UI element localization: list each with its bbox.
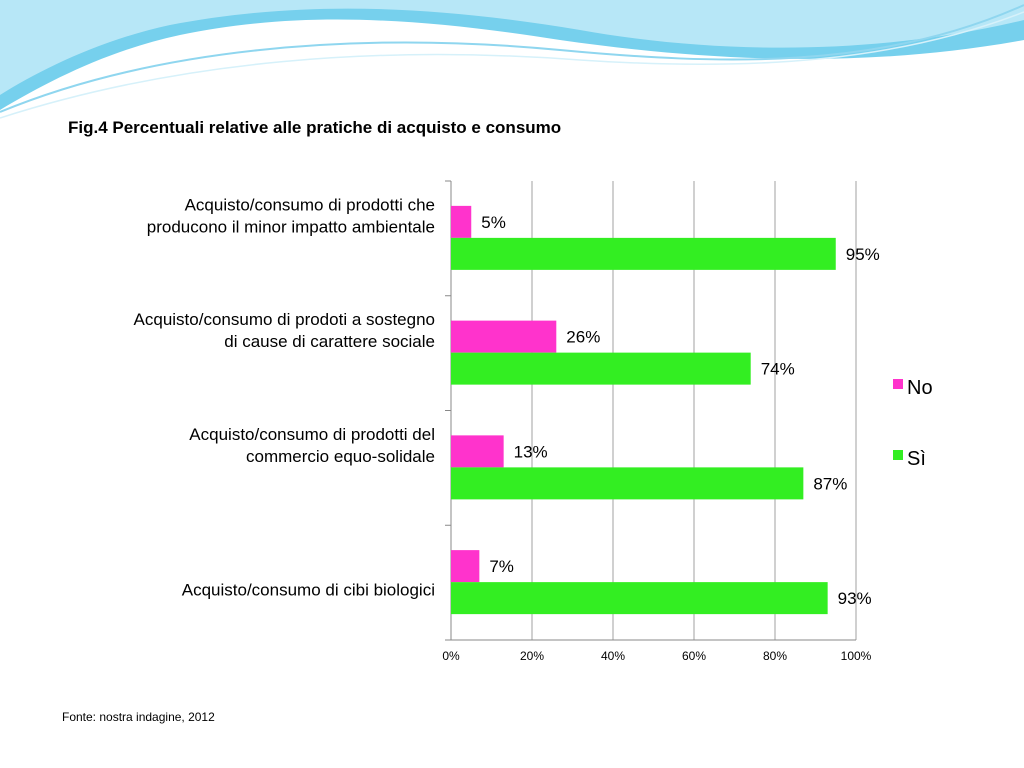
x-tick-label: 80% <box>763 649 787 663</box>
x-tick-label: 20% <box>520 649 544 663</box>
bar-si <box>451 582 828 615</box>
x-tick-label: 100% <box>841 649 872 663</box>
x-tick-label: 0% <box>442 649 460 663</box>
x-tick-label: 40% <box>601 649 625 663</box>
bar-no <box>451 320 557 353</box>
category-label: Acquisto/consumo di prodoti a sostegno di… <box>134 310 435 351</box>
bar-si <box>451 237 836 270</box>
category-label: Acquisto/consumo di prodotti del commerci… <box>189 425 435 466</box>
legend: No Sì <box>893 377 933 470</box>
bar-no <box>451 205 472 238</box>
x-tick-label: 60% <box>682 649 706 663</box>
data-label: 87% <box>813 474 847 493</box>
wave-light <box>0 0 1024 95</box>
data-label: 95% <box>846 245 880 264</box>
figure-title: Fig.4 Percentuali relative alle pratiche… <box>68 118 562 137</box>
legend-label: No <box>907 377 933 399</box>
bar-si <box>451 352 751 385</box>
bar-si <box>451 467 804 500</box>
category-label: Acquisto/consumo di prodotti che producon… <box>147 195 435 236</box>
legend-label: Sì <box>907 448 926 470</box>
bars <box>451 205 836 615</box>
wave-line-2 <box>0 11 1024 119</box>
legend-swatch-si <box>893 450 903 460</box>
data-label: 5% <box>481 213 506 232</box>
data-label: 26% <box>566 328 600 347</box>
data-label: 93% <box>838 589 872 608</box>
data-label: 13% <box>514 442 548 461</box>
bar-chart: 0% 20% 40% 60% 80% 100% Acquisto/consumo di pr… <box>134 180 933 663</box>
bar-no <box>451 435 504 468</box>
wave-line <box>0 4 1024 113</box>
data-label: 7% <box>489 557 514 576</box>
bar-no <box>451 550 480 583</box>
source-note: Fonte: nostra indagine, 2012 <box>62 710 215 724</box>
header-wave-decoration <box>0 0 1024 119</box>
legend-swatch-no <box>893 379 903 389</box>
labels: 0% 20% 40% 60% 80% 100% Acquisto/consumo di pr… <box>134 195 880 663</box>
category-label: Acquisto/consumo di cibi biologici <box>182 581 435 600</box>
data-label: 74% <box>761 360 795 379</box>
